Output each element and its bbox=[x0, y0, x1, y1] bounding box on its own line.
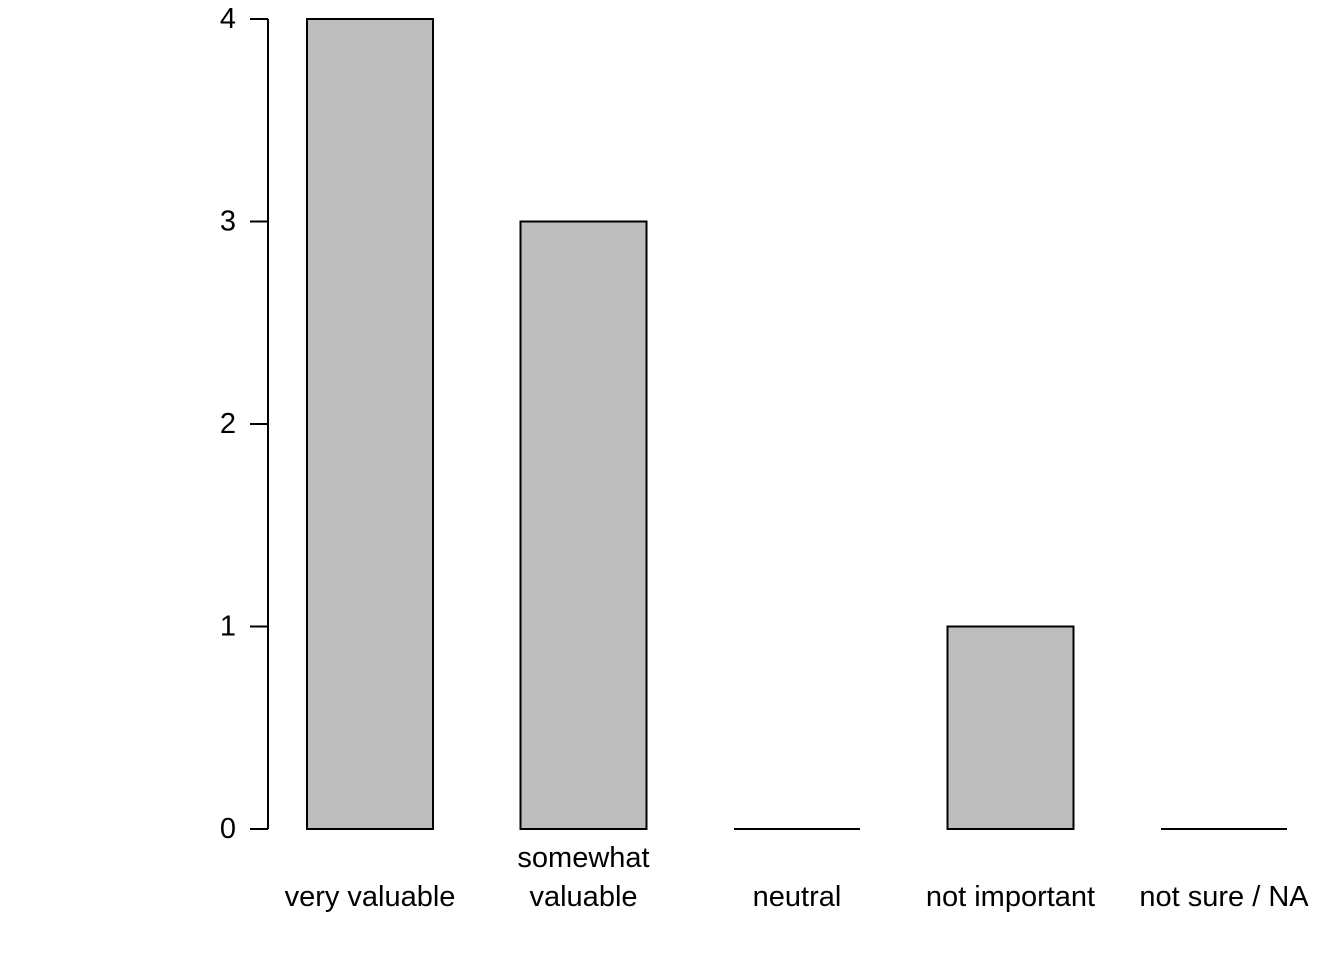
category-label: somewhat bbox=[517, 842, 649, 874]
category-label: not sure / NA bbox=[1139, 881, 1309, 913]
y-tick-label: 0 bbox=[220, 813, 236, 845]
bar bbox=[946, 625, 1075, 830]
y-tick-label: 1 bbox=[220, 611, 236, 643]
y-axis: 0 1 2 3 4 bbox=[220, 3, 269, 845]
y-tick-label: 3 bbox=[220, 206, 236, 238]
bar bbox=[519, 220, 648, 830]
bars bbox=[306, 18, 1287, 830]
x-axis-labels: very valuable somewhat valuable neutral not … bbox=[285, 842, 1310, 913]
category-label: valuable bbox=[529, 881, 637, 913]
y-tick-label: 4 bbox=[220, 3, 236, 35]
category-label: neutral bbox=[753, 881, 842, 913]
bar bbox=[306, 18, 434, 830]
y-tick-label: 2 bbox=[220, 408, 236, 440]
category-label: very valuable bbox=[285, 881, 456, 913]
category-label: not important bbox=[926, 881, 1095, 913]
